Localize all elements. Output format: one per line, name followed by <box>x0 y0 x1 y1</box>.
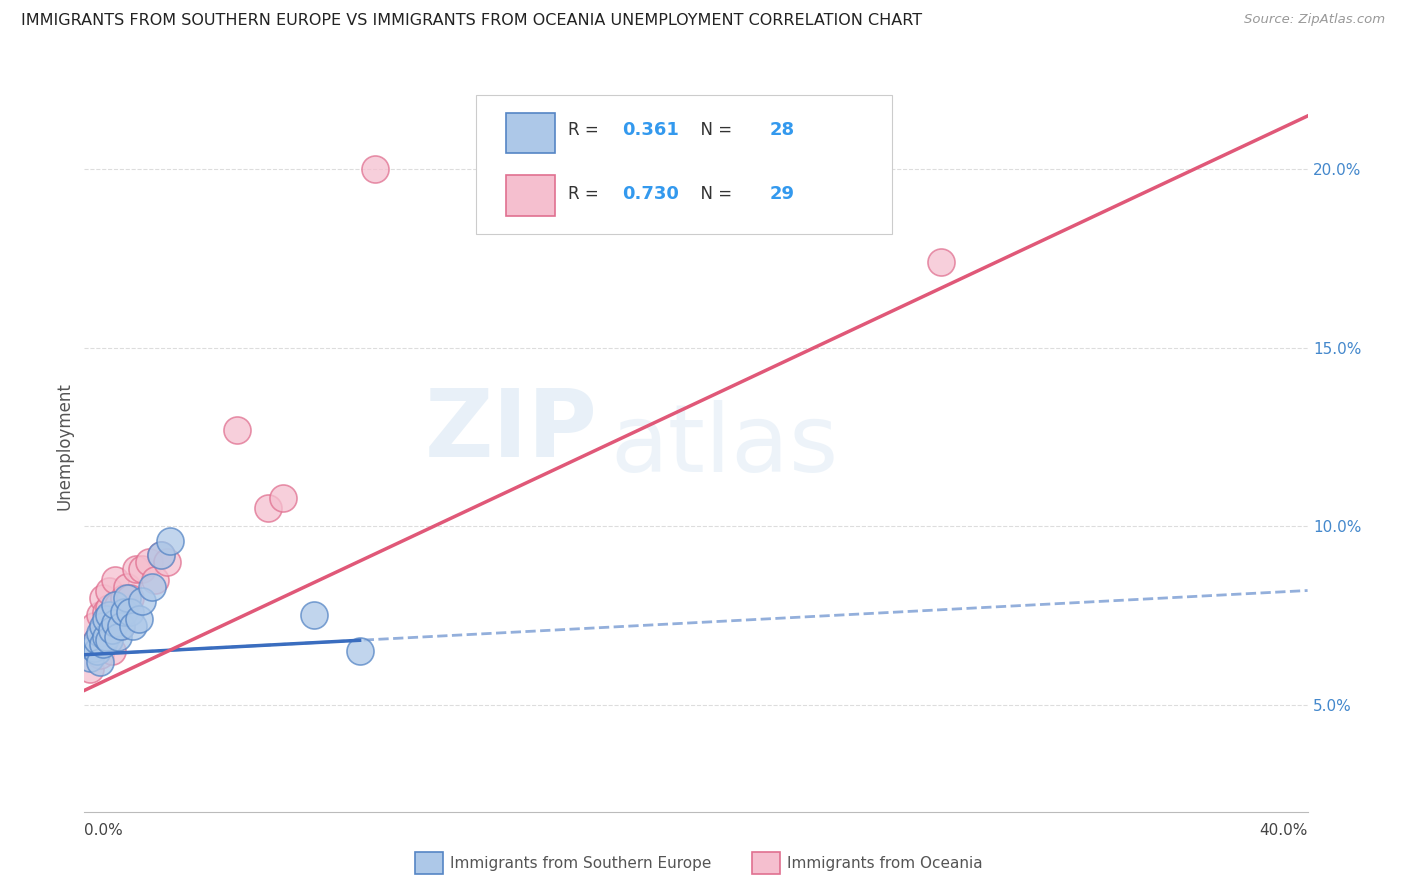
Point <box>149 548 172 562</box>
Point <box>107 630 129 644</box>
FancyBboxPatch shape <box>475 95 891 234</box>
Text: N =: N = <box>690 121 737 139</box>
Point <box>86 644 108 658</box>
Text: atlas: atlas <box>610 400 838 492</box>
Point <box>97 633 120 648</box>
Point <box>104 615 127 630</box>
Point <box>104 573 127 587</box>
Point <box>149 548 172 562</box>
Text: 29: 29 <box>769 185 794 202</box>
Text: ZIP: ZIP <box>425 385 598 477</box>
Y-axis label: Unemployment: Unemployment <box>55 382 73 510</box>
Point <box>89 655 111 669</box>
Text: 0.361: 0.361 <box>623 121 679 139</box>
Point <box>257 501 280 516</box>
Point <box>138 555 160 569</box>
Text: 28: 28 <box>769 121 794 139</box>
Point <box>101 644 124 658</box>
Point <box>79 662 101 676</box>
Point <box>115 580 138 594</box>
Point <box>226 423 249 437</box>
Point <box>89 648 111 662</box>
Point <box>271 491 294 505</box>
Point <box>91 637 114 651</box>
Point <box>94 626 117 640</box>
Point <box>94 630 117 644</box>
Text: 40.0%: 40.0% <box>1260 822 1308 838</box>
Point <box>122 619 145 633</box>
Text: N =: N = <box>690 185 737 202</box>
Point <box>131 562 153 576</box>
Text: Immigrants from Southern Europe: Immigrants from Southern Europe <box>450 856 711 871</box>
Point <box>83 619 105 633</box>
Text: Immigrants from Oceania: Immigrants from Oceania <box>787 856 983 871</box>
Point <box>107 598 129 612</box>
Point <box>91 619 114 633</box>
Point <box>89 608 111 623</box>
Text: R =: R = <box>568 121 603 139</box>
Point <box>91 591 114 605</box>
Point <box>302 608 325 623</box>
Text: IMMIGRANTS FROM SOUTHERN EUROPE VS IMMIGRANTS FROM OCEANIA UNEMPLOYMENT CORRELAT: IMMIGRANTS FROM SOUTHERN EUROPE VS IMMIG… <box>21 13 922 29</box>
Text: 0.730: 0.730 <box>623 185 679 202</box>
Point <box>104 598 127 612</box>
Point <box>89 626 111 640</box>
Point <box>112 591 135 605</box>
Point <box>97 608 120 623</box>
Text: 0.0%: 0.0% <box>84 822 124 838</box>
Point <box>141 580 163 594</box>
Point <box>115 591 138 605</box>
Point <box>86 633 108 648</box>
Point <box>349 644 371 658</box>
Point <box>120 605 142 619</box>
Point <box>83 640 105 655</box>
Point <box>79 651 101 665</box>
Point <box>110 619 132 633</box>
Point <box>86 633 108 648</box>
Point <box>94 612 117 626</box>
Point <box>929 255 952 269</box>
Point <box>364 162 387 177</box>
Point <box>128 612 150 626</box>
Point <box>159 533 181 548</box>
Point <box>125 562 148 576</box>
Point <box>97 601 120 615</box>
Text: R =: R = <box>568 185 603 202</box>
Point <box>156 555 179 569</box>
Point <box>101 623 124 637</box>
Point <box>94 605 117 619</box>
FancyBboxPatch shape <box>506 176 555 216</box>
Point <box>120 591 142 605</box>
Text: Source: ZipAtlas.com: Source: ZipAtlas.com <box>1244 13 1385 27</box>
Point <box>97 583 120 598</box>
Point <box>131 594 153 608</box>
Point <box>110 619 132 633</box>
Point <box>143 573 166 587</box>
Point <box>112 605 135 619</box>
FancyBboxPatch shape <box>506 113 555 153</box>
Point <box>104 615 127 630</box>
